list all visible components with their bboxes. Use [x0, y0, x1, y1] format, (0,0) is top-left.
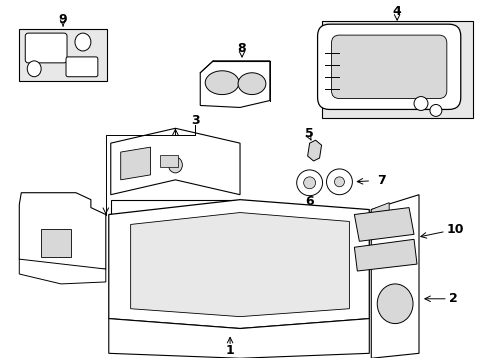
- Bar: [160, 155, 178, 167]
- Polygon shape: [108, 319, 368, 358]
- Ellipse shape: [168, 157, 182, 173]
- Polygon shape: [130, 212, 349, 317]
- Ellipse shape: [326, 169, 352, 195]
- Ellipse shape: [376, 284, 412, 324]
- Polygon shape: [200, 61, 269, 108]
- Text: 2: 2: [448, 292, 457, 305]
- Text: 10: 10: [446, 223, 464, 236]
- Polygon shape: [307, 140, 321, 161]
- FancyBboxPatch shape: [66, 57, 98, 77]
- Polygon shape: [111, 128, 240, 195]
- FancyBboxPatch shape: [331, 35, 446, 99]
- FancyBboxPatch shape: [25, 33, 67, 63]
- Polygon shape: [121, 147, 150, 180]
- Polygon shape: [354, 239, 416, 271]
- Polygon shape: [354, 208, 413, 241]
- FancyBboxPatch shape: [317, 24, 460, 109]
- Polygon shape: [108, 200, 368, 329]
- Bar: [321, 21, 472, 118]
- Polygon shape: [41, 229, 71, 257]
- Text: 8: 8: [237, 42, 246, 55]
- Text: 1: 1: [225, 344, 234, 357]
- Text: 5: 5: [305, 127, 313, 140]
- Polygon shape: [19, 193, 105, 269]
- Ellipse shape: [429, 104, 441, 116]
- Ellipse shape: [75, 33, 91, 51]
- Text: 9: 9: [59, 13, 67, 26]
- Text: 4: 4: [392, 5, 401, 18]
- Ellipse shape: [334, 177, 344, 187]
- Text: 3: 3: [191, 114, 199, 127]
- Text: 7: 7: [376, 174, 385, 187]
- Ellipse shape: [238, 73, 265, 95]
- Bar: [19, 29, 106, 81]
- Polygon shape: [19, 259, 105, 284]
- Ellipse shape: [303, 177, 315, 189]
- Polygon shape: [370, 195, 418, 358]
- Ellipse shape: [413, 96, 427, 111]
- Ellipse shape: [296, 170, 322, 196]
- Text: 6: 6: [305, 195, 313, 208]
- Ellipse shape: [205, 71, 239, 95]
- Polygon shape: [370, 203, 388, 220]
- Polygon shape: [111, 200, 240, 239]
- Ellipse shape: [27, 61, 41, 77]
